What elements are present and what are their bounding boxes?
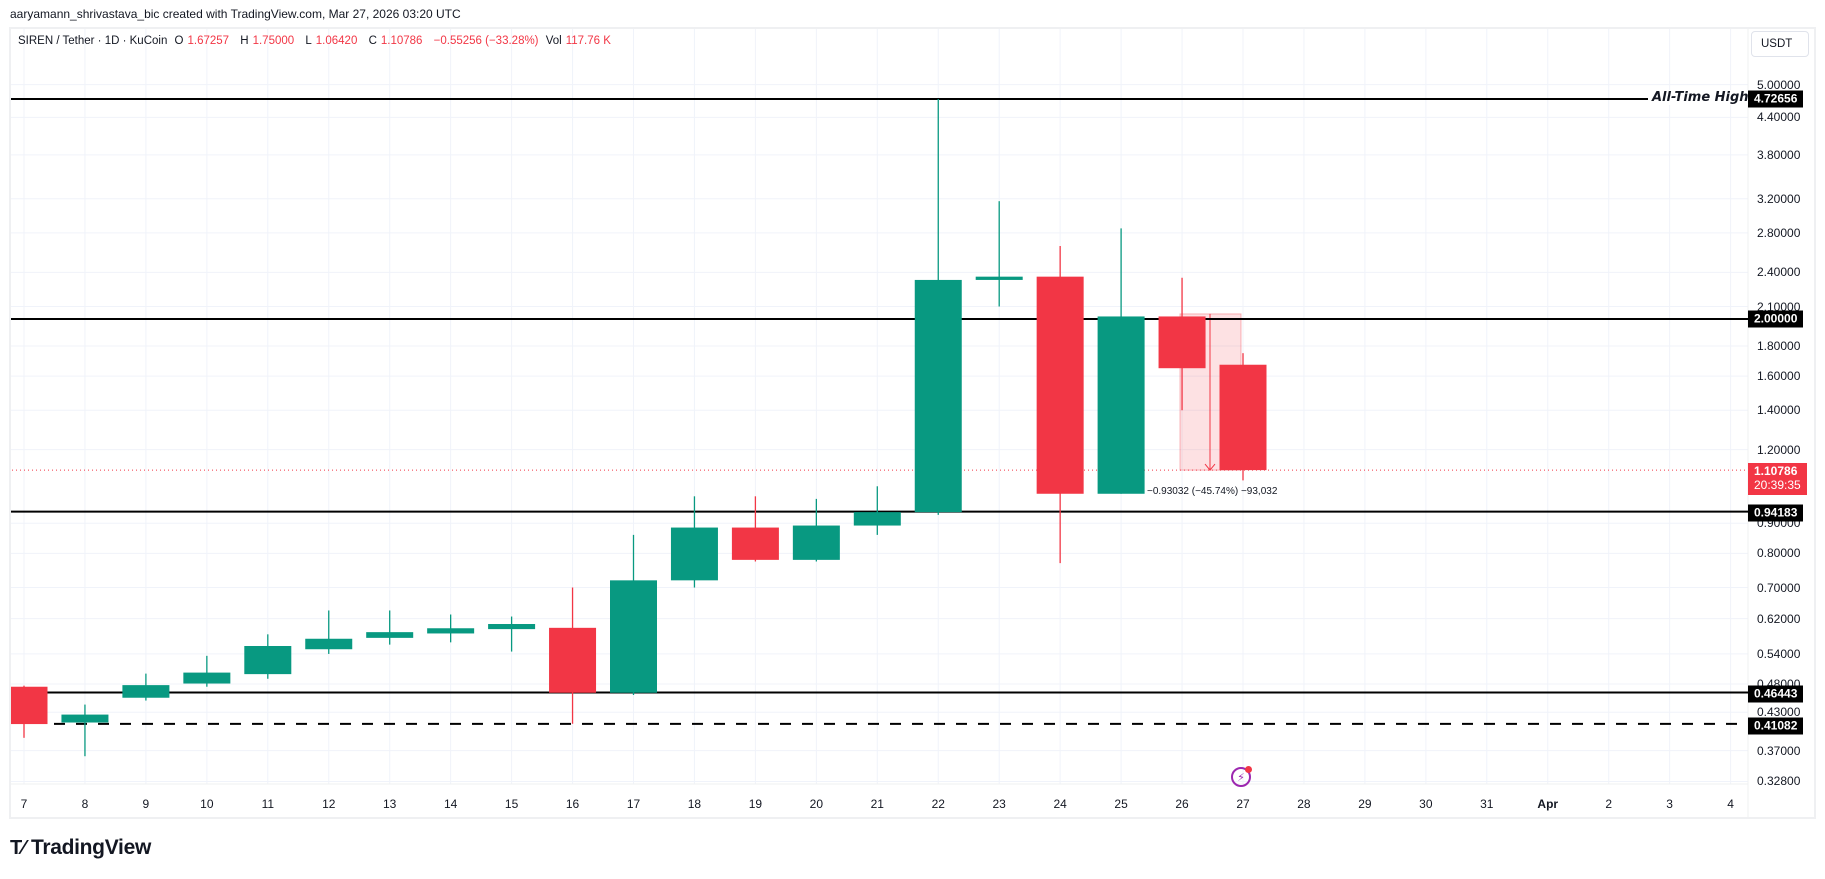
chart-frame — [9, 27, 1816, 819]
countdown: 20:39:35 — [1754, 478, 1801, 492]
price-axis-label: 5.00000 — [1757, 77, 1801, 92]
date-axis-label: 14 — [443, 797, 458, 811]
ath-price-tag: 4.72656 — [1748, 90, 1804, 108]
low-value: 1.06420 — [315, 35, 358, 47]
price-axis-label: 0.70000 — [1757, 580, 1801, 595]
date-axis-label: 30 — [1419, 797, 1433, 811]
date-axis-label: 21 — [870, 797, 884, 811]
price-axis-label: 2.40000 — [1757, 265, 1801, 280]
level-094-price-tag: 0.94183 — [1748, 504, 1804, 522]
date-axis-label: 23 — [992, 797, 1006, 811]
date-axis-label: 31 — [1480, 797, 1494, 811]
level-046-price-tag: 0.46443 — [1748, 685, 1804, 703]
price-axis-label: 0.37000 — [1757, 743, 1801, 758]
date-axis-label: Apr — [1537, 797, 1559, 811]
open-value: 1.67257 — [187, 35, 230, 47]
date-axis-label: 4 — [1727, 797, 1734, 811]
last-price-tag: 1.10786 20:39:35 — [1748, 463, 1807, 495]
date-axis-label: 18 — [687, 797, 702, 811]
volume-value: 117.76 K — [565, 35, 611, 47]
measure-label: −0.93032 (−45.74%) −93,032 — [1147, 486, 1278, 497]
price-axis-label: 0.32800 — [1757, 774, 1801, 789]
date-axis-label: 24 — [1053, 797, 1067, 811]
lightning-event-icon[interactable]: ⚡ — [1231, 766, 1252, 787]
price-axis-label: 0.54000 — [1757, 646, 1801, 661]
price-axis-label: 1.20000 — [1757, 442, 1801, 457]
date-axis-label: 17 — [626, 797, 641, 811]
price-axis-label: 0.43000 — [1757, 705, 1801, 720]
price-axis-label: 1.60000 — [1757, 369, 1801, 384]
price-axis-label: 1.80000 — [1757, 338, 1801, 353]
date-axis-label: 10 — [200, 797, 214, 811]
symbol-name[interactable]: SIREN / Tether · 1D · KuCoin — [18, 35, 168, 47]
change-value: −0.55256 (−33.28%) — [433, 35, 539, 47]
date-axis-label: 22 — [931, 797, 945, 811]
date-axis-label: 7 — [20, 797, 28, 811]
date-axis-label: 29 — [1358, 797, 1372, 811]
chart-credit: aaryamann_shrivastava_bic created with T… — [10, 7, 461, 21]
currency-button[interactable]: USDT — [1751, 31, 1809, 57]
tradingview-logo: T⁄ TradingView — [10, 836, 151, 859]
date-axis-label: 13 — [383, 797, 397, 811]
price-axis-label: 1.40000 — [1757, 403, 1801, 418]
price-axis-label: 4.40000 — [1757, 110, 1801, 125]
level-2-price-tag: 2.00000 — [1748, 310, 1804, 328]
date-axis-label: 19 — [748, 797, 763, 811]
date-axis-label: 20 — [809, 797, 824, 811]
price-axis-label: 0.80000 — [1757, 546, 1801, 561]
tradingview-logo-icon: T⁄ — [10, 836, 25, 859]
date-axis-label: 28 — [1297, 797, 1311, 811]
date-axis-label: 27 — [1236, 797, 1250, 811]
price-axis-label: 3.80000 — [1757, 147, 1801, 162]
price-axis-label: 3.20000 — [1757, 191, 1801, 206]
date-axis-label: 15 — [504, 797, 519, 811]
high-value: 1.75000 — [252, 35, 295, 47]
date-axis-label: 26 — [1175, 797, 1189, 811]
date-axis-label: 8 — [81, 797, 89, 811]
date-axis-label: 2 — [1605, 797, 1613, 811]
date-axis-label: 12 — [322, 797, 336, 811]
date-axis-label: 16 — [565, 797, 580, 811]
price-axis-label: 0.62000 — [1757, 611, 1801, 626]
ath-label: All-Time High — [1648, 90, 1753, 105]
level-041-price-tag: 0.41082 — [1748, 717, 1804, 735]
price-axis-label: 2.10000 — [1757, 299, 1801, 314]
close-value: 1.10786 — [380, 35, 423, 47]
date-axis-label: 9 — [142, 797, 150, 811]
date-axis-label: 11 — [261, 797, 275, 811]
date-axis-label: 25 — [1114, 797, 1128, 811]
date-axis-label: 3 — [1666, 797, 1673, 811]
price-axis-label: 2.80000 — [1757, 225, 1801, 240]
